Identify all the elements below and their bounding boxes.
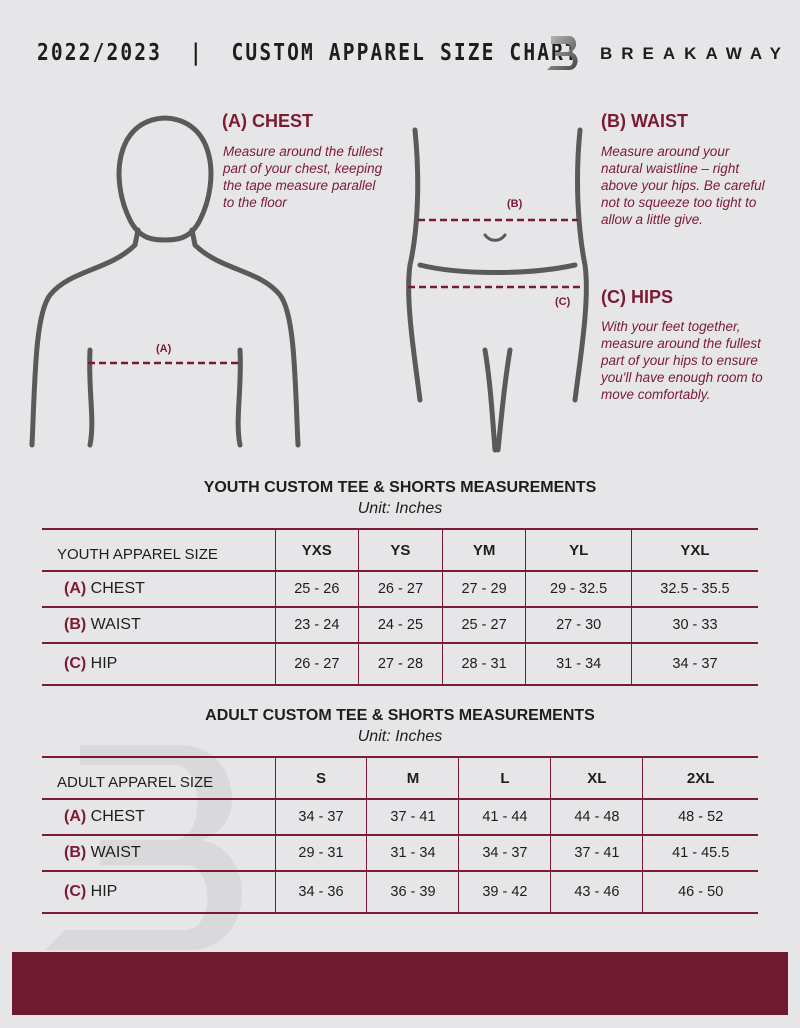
adult-size-table: ADULT APPAREL SIZE S M L XL 2XL (A) CHEST 34… [42,756,758,914]
cell: 25 - 26 [274,570,359,608]
cell: 26 - 27 [358,570,443,608]
cell: 43 - 46 [550,870,643,914]
row-letter: (B) [64,616,87,633]
chest-heading: (A) CHEST [222,111,313,131]
size-header: L [458,756,551,800]
cell: 32.5 - 35.5 [630,570,758,608]
cell: 44 - 48 [550,798,643,836]
row-label: (A) CHEST [42,798,275,836]
breakaway-logo-icon [547,36,578,70]
hips-heading: (C) HIPS [601,287,673,307]
row-letter: (C) [64,655,87,672]
cell: 39 - 42 [458,870,551,914]
brand-name: BREAKAWAY [600,44,790,63]
row-letter: (A) [64,808,87,825]
youth-section-title: YOUTH CUSTOM TEE & SHORTS MEASUREMENTS [203,479,597,496]
size-label: ADULT APPAREL SIZE [42,756,275,800]
cell: 41 - 44 [458,798,551,836]
cell: 23 - 24 [274,606,359,644]
cell: 27 - 30 [525,606,632,644]
row-letter: (A) [64,580,87,597]
size-label: YOUTH APPAREL SIZE [42,528,275,572]
row-label: (A) CHEST [42,570,275,608]
chest-marker: (A) [156,343,172,355]
cell: 26 - 27 [274,642,359,686]
row-letter: (C) [64,883,87,900]
hips-marker: (C) [555,296,571,308]
row-label: (B) WAIST [42,606,275,644]
row-name: HIP [90,655,118,672]
row-name: CHEST [90,808,145,825]
cell: 37 - 41 [366,798,459,836]
cell: 28 - 31 [441,642,526,686]
size-header: 2XL [642,756,758,800]
row-name: WAIST [90,844,141,861]
size-header: YM [441,528,526,572]
row-name: WAIST [90,616,141,633]
row-name: CHEST [90,580,145,597]
cell: 30 - 33 [630,606,758,644]
table-header-row: ADULT APPAREL SIZE S M L XL 2XL [42,756,758,800]
body-figure-illustration [29,115,589,453]
cell: 48 - 52 [642,798,758,836]
table-row: (C) HIP 34 - 36 36 - 39 39 - 42 43 - 46 46 -… [42,870,758,914]
cell: 41 - 45.5 [642,834,758,872]
row-letter: (B) [64,844,87,861]
row-label: (C) HIP [42,870,275,914]
size-header: S [274,756,367,800]
cell: 29 - 32.5 [525,570,632,608]
size-header: YL [525,528,632,572]
table-row: (A) CHEST 25 - 26 26 - 27 27 - 29 29 - 32.5… [42,570,758,608]
cell: 34 - 36 [274,870,367,914]
table-row: (B) WAIST 23 - 24 24 - 25 25 - 27 27 - 30 30… [42,606,758,644]
size-header: YS [358,528,443,572]
cell: 34 - 37 [274,798,367,836]
table-row: (B) WAIST 29 - 31 31 - 34 34 - 37 37 - 41 41… [42,834,758,872]
cell: 27 - 28 [358,642,443,686]
cell: 27 - 29 [441,570,526,608]
size-header: YXL [630,528,758,572]
cell: 31 - 34 [366,834,459,872]
chest-description: Measure around the fullest part of your … [223,144,383,210]
cell: 24 - 25 [358,606,443,644]
row-name: HIP [90,883,118,900]
page-title: 2022/2023 | CUSTOM APPAREL SIZE CHART [37,40,579,66]
row-label: (C) HIP [42,642,275,686]
adult-unit: Unit: Inches [357,728,443,745]
youth-size-table: YOUTH APPAREL SIZE YXS YS YM YL YXL (A) CHES… [42,528,758,686]
cell: 34 - 37 [630,642,758,686]
cell: 29 - 31 [274,834,367,872]
size-header: M [366,756,459,800]
hips-description: With your feet together, measure around … [601,319,763,402]
size-header: XL [550,756,643,800]
table-row: (C) HIP 26 - 27 27 - 28 28 - 31 31 - 34 34 -… [42,642,758,686]
waist-description: Measure around your natural waistline – … [601,144,765,227]
size-header: YXS [274,528,359,572]
table-header-row: YOUTH APPAREL SIZE YXS YS YM YL YXL [42,528,758,572]
waist-marker: (B) [507,198,523,210]
row-label: (B) WAIST [42,834,275,872]
table-row: (A) CHEST 34 - 37 37 - 41 41 - 44 44 - 48 48… [42,798,758,836]
cell: 31 - 34 [525,642,632,686]
cell: 36 - 39 [366,870,459,914]
cell: 46 - 50 [642,870,758,914]
adult-section-title: ADULT CUSTOM TEE & SHORTS MEASUREMENTS [205,707,595,724]
youth-unit: Unit: Inches [357,500,443,517]
footer-bar [12,952,788,1015]
waist-heading: (B) WAIST [601,111,688,131]
cell: 37 - 41 [550,834,643,872]
cell: 34 - 37 [458,834,551,872]
cell: 25 - 27 [441,606,526,644]
